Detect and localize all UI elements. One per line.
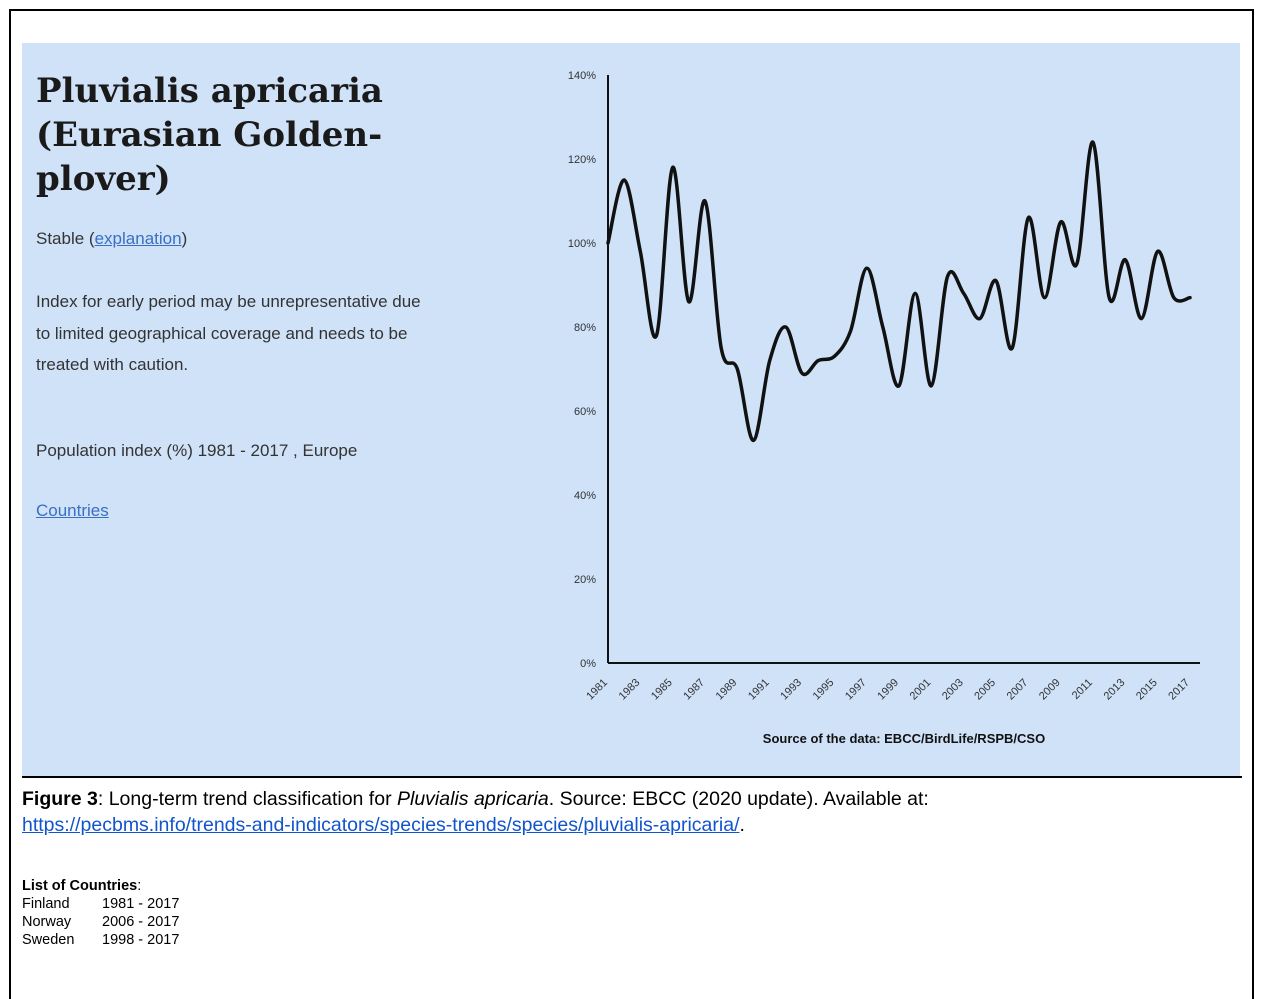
y-tick-label: 60%: [574, 406, 596, 418]
x-tick-label: 2015: [1134, 677, 1160, 703]
series-line: [608, 142, 1190, 440]
figure-label: Figure 3: [22, 788, 98, 810]
trend-panel: Pluvialis apricaria (Eurasian Golden-plo…: [22, 43, 1240, 776]
x-tick-label: 2011: [1070, 677, 1095, 702]
country-years: 1981 - 2017: [102, 895, 179, 913]
x-tick-label: 1985: [649, 677, 675, 703]
url-suffix: .: [740, 814, 745, 836]
x-tick-label: 1981: [584, 677, 610, 703]
country-years: 1998 - 2017: [102, 931, 179, 949]
trend-status: Stable (explanation): [36, 229, 187, 249]
x-tick-label: 1991: [746, 677, 772, 703]
x-tick-label: 2007: [1005, 677, 1031, 703]
y-tick-label: 0%: [580, 658, 596, 670]
explanation-link[interactable]: explanation: [95, 229, 182, 248]
y-tick-label: 140%: [568, 70, 596, 82]
y-tick-label: 80%: [574, 322, 596, 334]
x-tick-label: 2017: [1166, 677, 1192, 703]
x-tick-label: 1983: [617, 677, 643, 703]
x-tick-label: 1997: [843, 677, 869, 703]
caption-text-before: : Long-term trend classification for: [98, 788, 397, 810]
status-suffix: ): [182, 229, 188, 248]
x-tick-label: 2003: [940, 677, 966, 703]
x-tick-label: 2013: [1102, 677, 1128, 703]
x-tick-label: 2001: [908, 677, 934, 703]
country-list-heading: List of Countries:: [22, 877, 179, 895]
countries-link[interactable]: Countries: [36, 501, 109, 521]
figure-caption-area: Figure 3: Long-term trend classification…: [22, 776, 1242, 989]
y-tick-label: 100%: [568, 238, 596, 250]
x-tick-label: 1995: [811, 677, 837, 703]
species-title: Pluvialis apricaria (Eurasian Golden-plo…: [36, 69, 456, 201]
caution-note: Index for early period may be unrepresen…: [36, 286, 436, 381]
country-name: Finland: [22, 895, 102, 913]
y-tick-label: 20%: [574, 574, 596, 586]
status-prefix: Stable (: [36, 229, 95, 248]
data-source-label: Source of the data: EBCC/BirdLife/RSPB/C…: [763, 731, 1045, 746]
x-tick-label: 1993: [778, 677, 804, 703]
figure-caption: Figure 3: Long-term trend classification…: [22, 786, 1222, 838]
caption-text-after: . Source: EBCC (2020 update). Available …: [549, 788, 929, 810]
country-years: 2006 - 2017: [102, 913, 179, 931]
y-tick-label: 40%: [574, 490, 596, 502]
country-name: Norway: [22, 913, 102, 931]
y-tick-label: 120%: [568, 154, 596, 166]
x-tick-label: 2009: [1037, 677, 1063, 703]
source-url-link[interactable]: https://pecbms.info/trends-and-indicator…: [22, 814, 740, 836]
x-tick-label: 1987: [681, 677, 707, 703]
country-name: Sweden: [22, 931, 102, 949]
population-index-label: Population index (%) 1981 - 2017 , Europ…: [36, 441, 357, 461]
species-name-italic: Pluvialis apricaria: [397, 788, 549, 810]
x-tick-label: 1999: [875, 677, 901, 703]
x-tick-label: 2005: [972, 677, 998, 703]
x-tick-label: 1989: [714, 677, 740, 703]
